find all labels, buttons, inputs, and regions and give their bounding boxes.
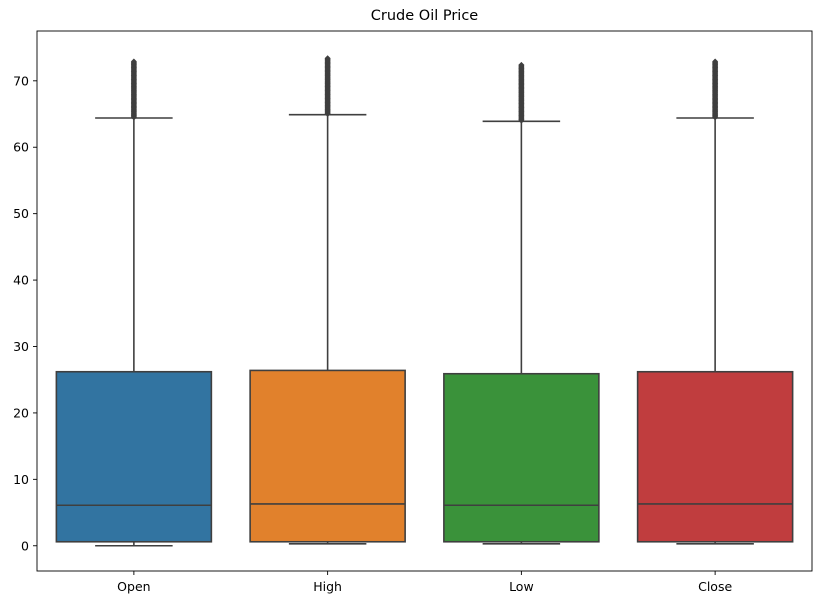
outlier-point (130, 58, 137, 65)
box-high (249, 369, 406, 543)
x-tick-label: Low (509, 579, 534, 594)
y-tick-label: 0 (21, 538, 29, 553)
y-tick-label: 10 (13, 472, 29, 487)
axes-frame (36, 30, 813, 572)
y-tick-label: 30 (13, 339, 29, 354)
x-tick-label: Open (117, 579, 150, 594)
box-open (55, 370, 213, 543)
box-low (443, 372, 600, 543)
y-tick-label: 20 (13, 405, 29, 420)
outlier-point (712, 58, 719, 65)
y-tick-label: 60 (13, 140, 29, 155)
box-close (636, 370, 794, 543)
x-tick-label: Close (698, 579, 732, 594)
outlier-point (324, 55, 331, 62)
x-tick-label: High (313, 579, 342, 594)
y-tick-label: 50 (13, 206, 29, 221)
y-tick-label: 40 (13, 273, 29, 288)
outlier-point (518, 61, 525, 68)
y-tick-label: 70 (13, 73, 29, 88)
chart-title: Crude Oil Price (370, 8, 479, 24)
